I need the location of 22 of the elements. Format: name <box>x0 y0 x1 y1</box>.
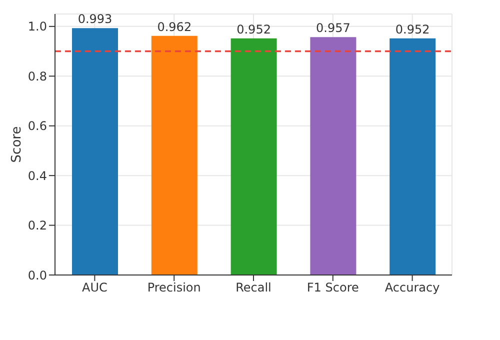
bar <box>390 38 436 275</box>
y-tick-label: 0.0 <box>28 268 47 282</box>
x-tick-label: AUC <box>82 280 108 295</box>
bar <box>72 28 118 275</box>
data-label: 0.962 <box>157 20 192 34</box>
x-tick-label: Recall <box>236 280 272 295</box>
bar <box>151 36 198 275</box>
data-label: 0.957 <box>316 21 350 36</box>
y-axis-title: Score <box>10 126 25 163</box>
bar <box>230 38 277 275</box>
y-tick-label: 0.4 <box>28 168 47 183</box>
data-label: 0.993 <box>78 12 112 26</box>
y-tick-label: 0.8 <box>28 69 47 84</box>
x-tick-label: Accuracy <box>384 280 440 295</box>
y-tick-label: 0.2 <box>28 218 47 233</box>
bar <box>310 37 356 275</box>
data-label: 0.952 <box>395 22 430 36</box>
x-tick-label: Precision <box>147 280 201 295</box>
y-tick-label: 1.0 <box>28 20 47 34</box>
data-label: 0.952 <box>236 22 271 36</box>
x-tick-label: F1 Score <box>306 280 359 295</box>
y-tick-label: 0.6 <box>28 119 47 134</box>
